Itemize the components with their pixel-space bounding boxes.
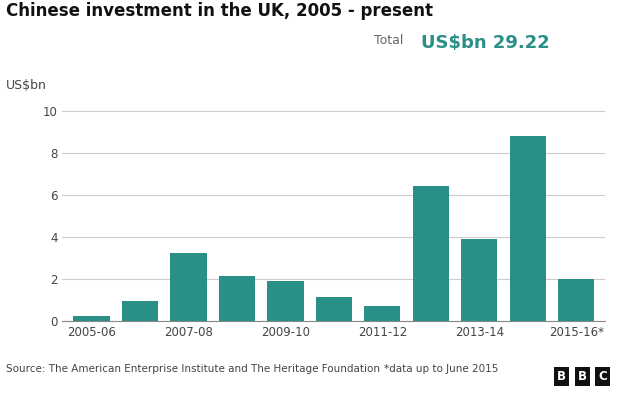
Bar	[170, 253, 207, 321]
Bar	[412, 186, 449, 321]
Text: B: B	[578, 371, 587, 383]
Text: Source: The American Enterprise Institute and The Heritage Foundation: Source: The American Enterprise Institut…	[6, 364, 380, 374]
Text: B: B	[557, 371, 566, 383]
Bar	[267, 281, 303, 321]
Text: US$bn: US$bn	[6, 79, 47, 92]
Bar	[316, 297, 352, 321]
Bar	[364, 306, 401, 321]
Text: US$bn 29.22: US$bn 29.22	[421, 34, 550, 52]
Bar	[73, 316, 110, 321]
Text: Chinese investment in the UK, 2005 - present: Chinese investment in the UK, 2005 - pre…	[6, 2, 433, 20]
Bar	[558, 279, 595, 321]
Bar	[122, 301, 158, 321]
Text: C: C	[598, 371, 607, 383]
Bar	[219, 275, 255, 321]
Text: Total: Total	[374, 34, 404, 47]
Text: *data up to June 2015: *data up to June 2015	[384, 364, 498, 374]
Bar	[461, 239, 497, 321]
Bar	[510, 136, 546, 321]
